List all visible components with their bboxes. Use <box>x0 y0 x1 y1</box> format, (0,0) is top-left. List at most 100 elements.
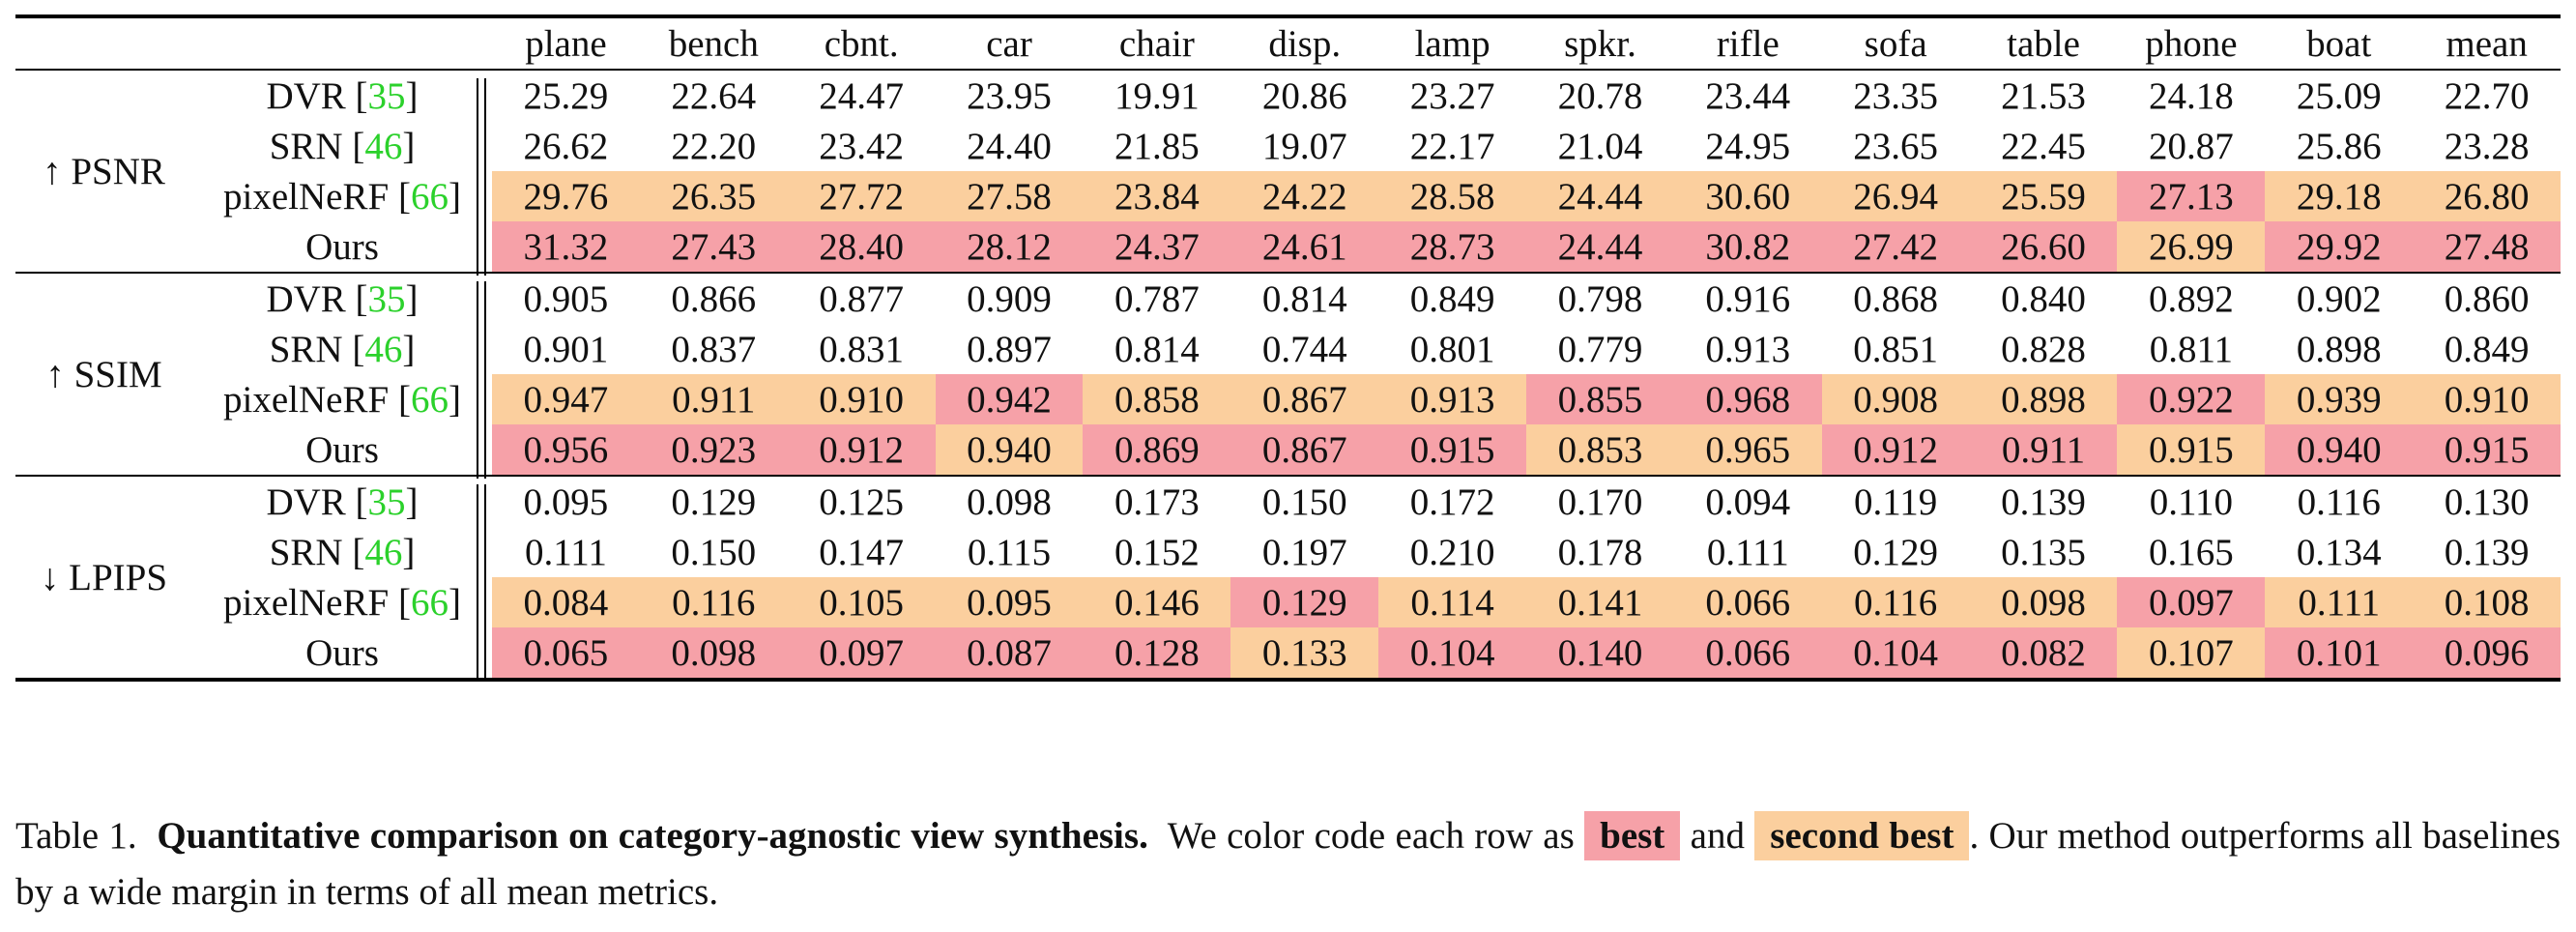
column-header: chair <box>1083 15 1231 70</box>
table-row: ↑ SSIM DVR [35] 0.905 0.866 0.877 0.909 0.787 0… <box>15 272 2562 476</box>
value-cell: 0.908 <box>1821 374 1970 424</box>
value-cell: 0.860 <box>2413 272 2562 324</box>
metric-label: ↑ PSNR <box>15 69 192 273</box>
value-cell: 26.62 <box>523 125 609 167</box>
value-cell: 27.48 <box>2413 221 2562 273</box>
value-cell: 0.849 <box>2444 328 2530 370</box>
value-cell: 0.939 <box>2265 374 2414 424</box>
value-cell: 31.32 <box>492 221 640 273</box>
method-cell: SRN [46] <box>192 527 492 577</box>
method-cell: Ours <box>192 424 492 479</box>
value-cell: 0.104 <box>1821 627 1970 682</box>
table-caption: Table 1. Quantitative comparison on cate… <box>15 808 2561 920</box>
value-cell: 0.115 <box>967 531 1052 573</box>
value-cell: 0.084 <box>492 577 640 627</box>
table-row: ↓ LPIPS DVR [35] 0.095 0.129 0.125 0.098 0.173… <box>15 475 2562 682</box>
header-row: plane bench cbnt. car chair disp. lamp spkr. rif… <box>15 15 2562 70</box>
method-cell: DVR [35] <box>192 475 492 528</box>
value-cell: 0.956 <box>492 424 640 476</box>
value-cell: 0.087 <box>935 627 1084 682</box>
value-cell: 0.947 <box>492 374 640 424</box>
value-cell: 0.801 <box>1409 328 1495 370</box>
value-cell: 0.911 <box>1969 424 2118 476</box>
method-name: pixelNeRF <box>223 378 390 421</box>
value-cell: 0.787 <box>1083 272 1231 324</box>
value-cell: 26.94 <box>1821 171 1970 221</box>
value-cell: 0.119 <box>1821 475 1970 527</box>
citation-link[interactable]: 66 <box>410 175 449 218</box>
value-cell: 0.877 <box>787 272 936 324</box>
table-row: Ours 0.956 0.923 0.912 0.940 0.869 0.867 0.915 0… <box>15 424 2562 479</box>
value-cell: 0.097 <box>2117 577 2266 627</box>
column-header: phone <box>2117 15 2266 70</box>
value-cell: 30.60 <box>1673 171 1822 221</box>
table-row: ↑ PSNR DVR [35] 25.29 22.64 24.47 23.95 19.91 2… <box>15 69 2562 273</box>
value-cell: 0.141 <box>1526 577 1674 627</box>
citation-link[interactable]: 66 <box>410 378 449 421</box>
value-cell: 0.849 <box>1378 272 1527 324</box>
metric-label: ↓ LPIPS <box>15 475 192 682</box>
value-cell: 0.814 <box>1230 272 1379 324</box>
value-cell: 22.45 <box>2001 125 2086 167</box>
citation-link[interactable]: 35 <box>367 481 406 523</box>
citation-link[interactable]: 46 <box>364 328 403 370</box>
value-cell: 0.828 <box>2001 328 2086 370</box>
value-cell: 0.913 <box>1705 328 1791 370</box>
citation-link[interactable]: 46 <box>364 125 403 167</box>
value-cell: 0.968 <box>1673 374 1822 424</box>
value-cell: 24.44 <box>1526 171 1674 221</box>
value-cell: 26.99 <box>2117 221 2266 273</box>
value-cell: 21.85 <box>1114 125 1200 167</box>
value-cell: 0.869 <box>1083 424 1231 476</box>
value-cell: 0.210 <box>1409 531 1495 573</box>
column-header: rifle <box>1673 15 1822 70</box>
method-name: Ours <box>305 631 379 674</box>
results-table: plane bench cbnt. car chair disp. lamp spkr. rif… <box>15 15 2562 682</box>
value-cell: 0.172 <box>1378 475 1527 527</box>
value-cell: 25.86 <box>2296 125 2382 167</box>
value-cell: 0.912 <box>1821 424 1970 476</box>
value-cell: 28.58 <box>1378 171 1527 221</box>
citation-link[interactable]: 66 <box>410 581 449 624</box>
citation-link[interactable]: 35 <box>367 74 406 117</box>
value-cell: 0.744 <box>1261 328 1347 370</box>
value-cell: 24.47 <box>787 69 936 121</box>
value-cell: 0.898 <box>2296 328 2382 370</box>
value-cell: 24.95 <box>1705 125 1791 167</box>
table-row: SRN [46] 0.901 0.837 0.831 0.897 0.814 0.744 0.… <box>15 324 2561 374</box>
value-cell: 0.108 <box>2413 577 2562 627</box>
value-cell: 0.942 <box>935 374 1084 424</box>
method-name: SRN <box>269 531 343 573</box>
value-cell: 0.940 <box>2265 424 2414 476</box>
method-name: DVR <box>266 277 346 320</box>
value-cell: 25.09 <box>2265 69 2414 121</box>
method-cell: DVR [35] <box>192 69 492 122</box>
value-cell: 22.20 <box>671 125 757 167</box>
caption-text-before: We color code each row as <box>1167 815 1575 857</box>
value-cell: 0.111 <box>2265 577 2414 627</box>
value-cell: 0.147 <box>819 531 905 573</box>
column-header: lamp <box>1378 15 1527 70</box>
value-cell: 0.095 <box>492 475 640 527</box>
table-row: Ours 0.065 0.098 0.097 0.087 0.128 0.133 0.104 0… <box>15 627 2562 682</box>
column-header: spkr. <box>1526 15 1674 70</box>
value-cell: 0.140 <box>1526 627 1674 682</box>
value-cell: 0.066 <box>1673 577 1822 627</box>
value-cell: 0.178 <box>1557 531 1643 573</box>
value-cell: 0.150 <box>671 531 757 573</box>
citation-link[interactable]: 46 <box>364 531 403 573</box>
value-cell: 23.28 <box>2444 125 2530 167</box>
value-cell: 23.35 <box>1821 69 1970 121</box>
value-cell: 27.72 <box>787 171 936 221</box>
value-cell: 20.87 <box>2149 125 2234 167</box>
value-cell: 28.40 <box>787 221 936 273</box>
value-cell: 27.58 <box>935 171 1084 221</box>
value-cell: 27.13 <box>2117 171 2266 221</box>
value-cell: 24.40 <box>967 125 1052 167</box>
citation-link[interactable]: 35 <box>367 277 406 320</box>
value-cell: 0.133 <box>1230 627 1379 682</box>
value-cell: 26.60 <box>1969 221 2118 273</box>
value-cell: 24.37 <box>1083 221 1231 273</box>
metric-label: ↑ SSIM <box>15 272 192 476</box>
value-cell: 0.910 <box>2413 374 2562 424</box>
